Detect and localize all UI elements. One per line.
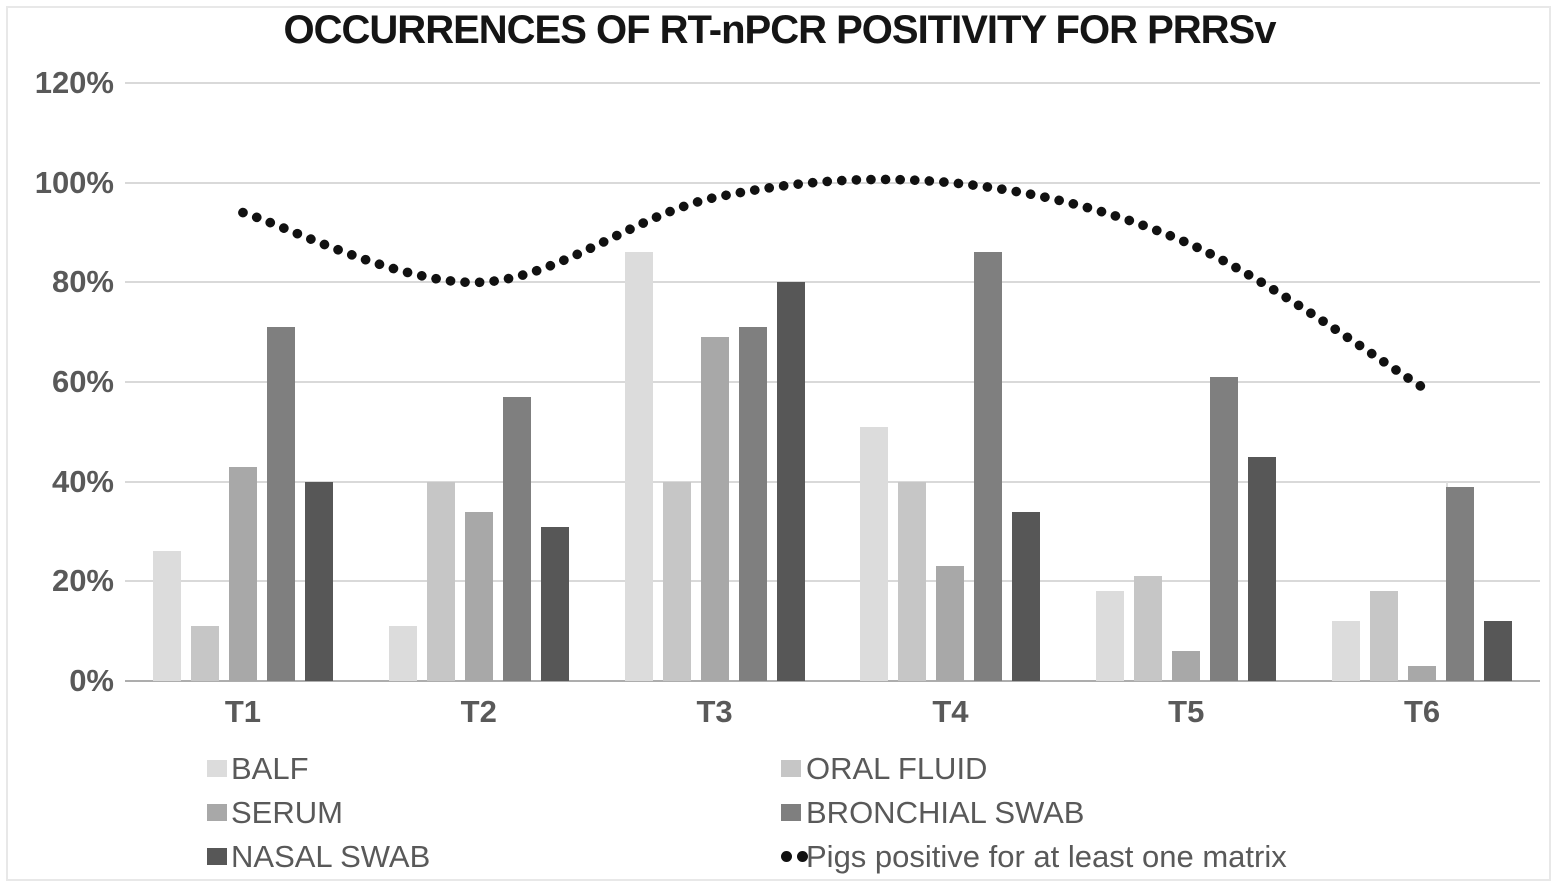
bar-bronchial-swab-t5 <box>1210 377 1239 681</box>
bar-bronchial-swab-t6 <box>1446 486 1475 681</box>
bar-nasal-swab-t3 <box>776 282 805 681</box>
dotted-line-path <box>238 174 1427 392</box>
bar-bronchial-swab-t4 <box>974 252 1003 681</box>
legend-swatch-serum <box>207 804 227 821</box>
legend-swatch-bronchial-swab <box>781 804 801 821</box>
bar-serum-t2 <box>464 511 493 681</box>
gridline-80 <box>125 281 1540 284</box>
x-axis-label-t6: T6 <box>1403 694 1441 729</box>
bar-serum-t6 <box>1408 666 1437 681</box>
y-axis-label-0: 0% <box>69 663 114 698</box>
gridline-100 <box>125 181 1540 184</box>
y-axis-label-80: 80% <box>51 264 114 300</box>
y-axis-label-120: 120% <box>34 65 114 100</box>
bar-bronchial-swab-t3 <box>738 327 767 681</box>
gridline-0 <box>125 680 1540 682</box>
bar-oral-fluid-t1 <box>190 626 219 681</box>
gridline-40 <box>125 480 1540 483</box>
x-axis-label-t5: T5 <box>1168 694 1205 729</box>
bar-nasal-swab-t4 <box>1012 511 1041 681</box>
legend-swatch-balf <box>207 760 227 777</box>
bar-nasal-swab-t2 <box>540 526 569 681</box>
legend-dot-marker-2 <box>797 851 808 862</box>
bar-balf-t4 <box>860 426 889 681</box>
bar-oral-fluid-t6 <box>1370 591 1399 681</box>
bar-balf-t1 <box>152 551 181 681</box>
bar-serum-t5 <box>1172 651 1201 681</box>
legend-label-oral-fluid: ORAL FLUID <box>806 751 988 786</box>
bar-nasal-swab-t1 <box>304 481 333 681</box>
bar-balf-t3 <box>624 252 653 681</box>
bar-nasal-swab-t6 <box>1484 621 1513 681</box>
bar-bronchial-swab-t2 <box>502 396 531 681</box>
y-axis-label-100: 100% <box>34 164 114 200</box>
bar-bronchial-swab-t1 <box>266 327 295 681</box>
legend-label-balf: BALF <box>231 751 309 786</box>
chart-title: OCCURRENCES OF RT-nPCR POSITIVITY FOR PR… <box>283 8 1277 52</box>
bar-balf-t2 <box>388 626 417 681</box>
y-axis-label-60: 60% <box>51 364 114 399</box>
x-axis-label-t1: T1 <box>224 694 261 729</box>
bar-oral-fluid-t2 <box>426 481 455 681</box>
x-axis-label-t3: T3 <box>696 694 733 729</box>
bar-oral-fluid-t3 <box>662 481 691 681</box>
gridline-20 <box>125 580 1540 583</box>
y-axis-label-40: 40% <box>51 463 114 499</box>
legend-label-nasal-swab: NASAL SWAB <box>231 839 431 874</box>
bar-serum-t3 <box>700 337 729 681</box>
legend-dot-marker-1 <box>781 851 792 862</box>
x-axis-label-t4: T4 <box>932 694 969 729</box>
legend-swatch-oral-fluid <box>781 760 801 777</box>
gridline-120 <box>125 82 1540 84</box>
gridline-60 <box>125 381 1540 383</box>
bar-serum-t1 <box>228 466 257 681</box>
legend-swatch-nasal-swab <box>207 848 227 865</box>
bar-serum-t4 <box>936 566 965 681</box>
bar-oral-fluid-t4 <box>898 481 927 681</box>
bar-nasal-swab-t5 <box>1248 456 1277 681</box>
x-axis-label-t2: T2 <box>460 694 497 729</box>
legend-label-serum: SERUM <box>231 795 343 830</box>
bar-oral-fluid-t5 <box>1134 576 1163 681</box>
legend-label-bronchial-swab: BRONCHIAL SWAB <box>806 795 1085 830</box>
bar-balf-t6 <box>1332 621 1361 681</box>
bar-balf-t5 <box>1096 591 1125 681</box>
y-axis-label-20: 20% <box>51 563 114 599</box>
legend-label-pigs-positive-for-at-least-one-matrix: Pigs positive for at least one matrix <box>806 839 1287 874</box>
